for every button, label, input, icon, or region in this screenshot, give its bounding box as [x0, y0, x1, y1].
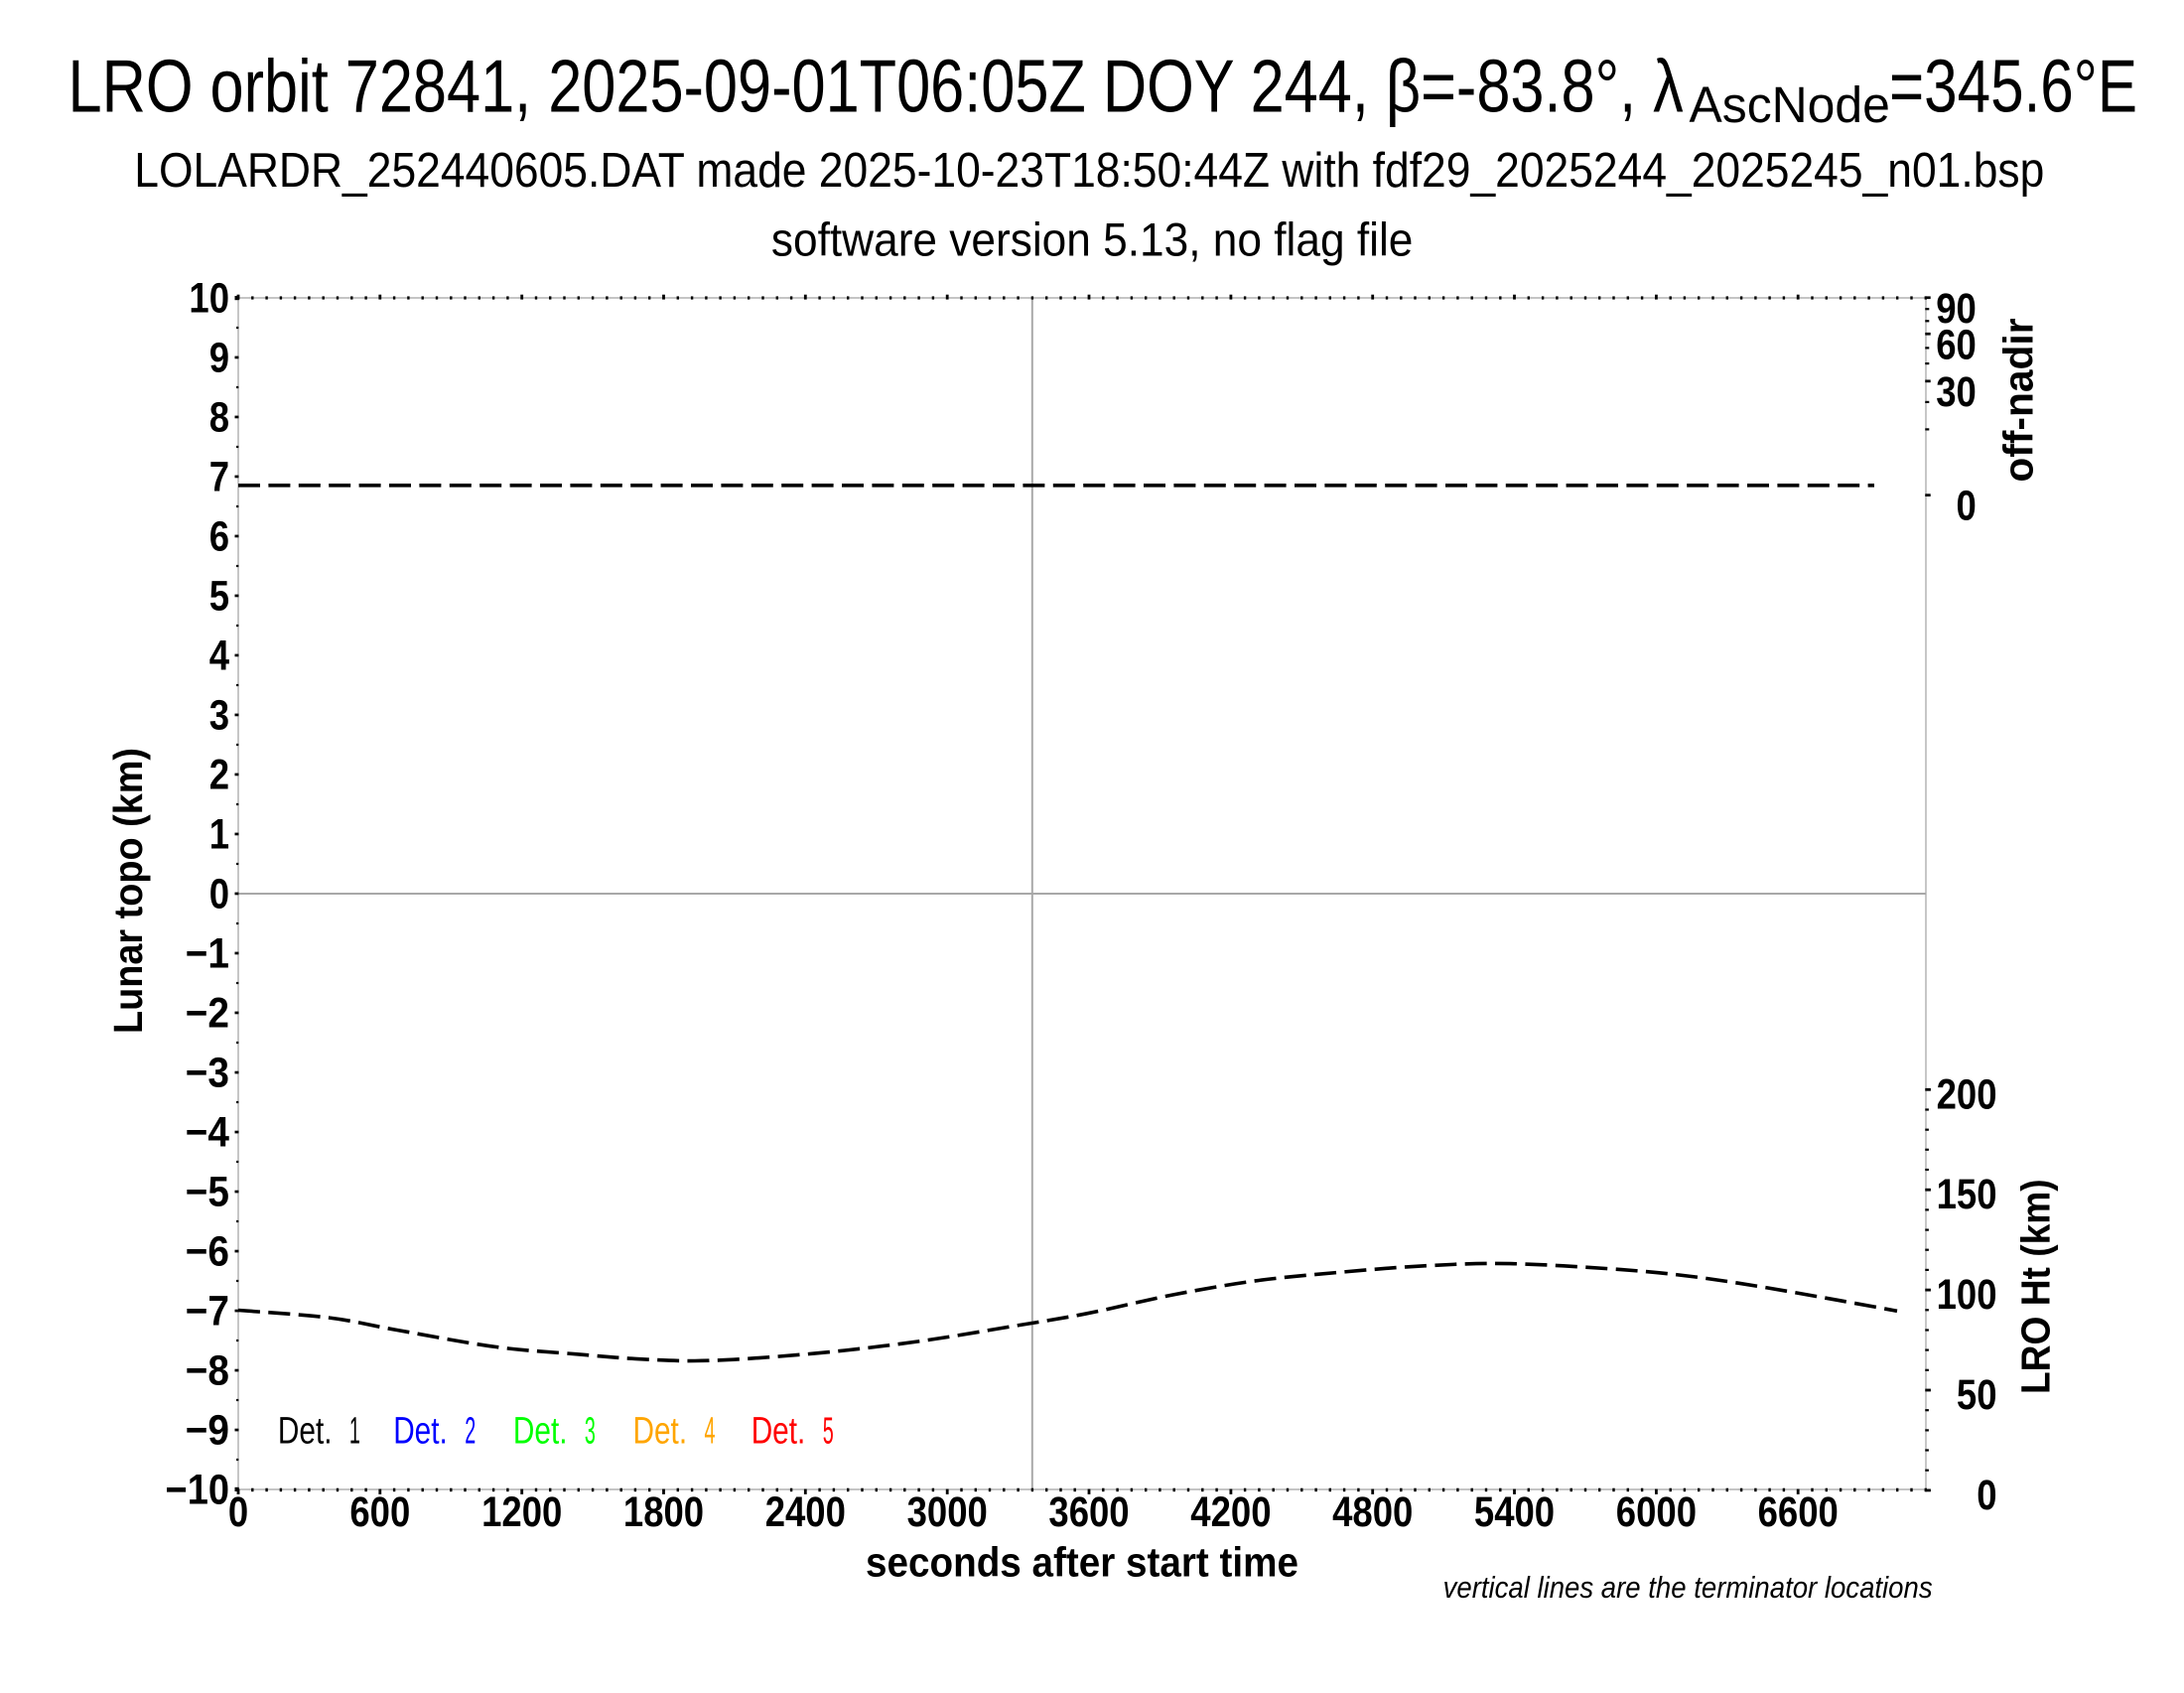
svg-text:2400: 2400 [765, 1489, 846, 1536]
svg-text:0: 0 [209, 872, 229, 918]
svg-text:4: 4 [209, 634, 230, 680]
svg-text:LRO orbit 72841, 2025-09-01T06: LRO orbit 72841, 2025-09-01T06:05Z DOY 2… [68, 44, 1684, 127]
svg-text:0: 0 [228, 1489, 248, 1536]
svg-text:−3: −3 [186, 1051, 229, 1097]
svg-text:1: 1 [349, 1410, 360, 1452]
svg-text:0: 0 [1977, 1473, 1996, 1519]
svg-text:7: 7 [209, 455, 229, 501]
svg-text:−7: −7 [186, 1289, 229, 1336]
svg-text:3: 3 [585, 1410, 596, 1452]
svg-text:−8: −8 [186, 1348, 229, 1395]
svg-text:vertical lines are the termina: vertical lines are the terminator locati… [1443, 1570, 1933, 1605]
svg-text:10: 10 [189, 276, 229, 323]
svg-text:6600: 6600 [1758, 1489, 1839, 1536]
svg-text:9: 9 [209, 336, 229, 382]
svg-text:5400: 5400 [1474, 1489, 1555, 1536]
svg-text:3: 3 [209, 693, 229, 740]
svg-text:60: 60 [1936, 322, 1977, 368]
svg-text:5: 5 [209, 574, 229, 621]
svg-text:Det.: Det. [751, 1410, 806, 1452]
svg-text:30: 30 [1936, 369, 1977, 416]
svg-text:50: 50 [1957, 1372, 1997, 1419]
svg-text:6000: 6000 [1616, 1489, 1697, 1536]
svg-text:150: 150 [1937, 1172, 1997, 1218]
svg-text:AscNode: AscNode [1690, 76, 1890, 133]
svg-text:8: 8 [209, 395, 229, 442]
svg-text:−9: −9 [186, 1408, 229, 1455]
svg-text:=345.6°E: =345.6°E [1889, 44, 2137, 127]
svg-text:−2: −2 [186, 991, 229, 1038]
svg-text:6: 6 [209, 514, 229, 561]
svg-text:Det.: Det. [513, 1410, 568, 1452]
svg-text:3000: 3000 [907, 1489, 988, 1536]
svg-text:LRO Ht (km): LRO Ht (km) [2013, 1179, 2059, 1394]
svg-text:1: 1 [209, 812, 229, 859]
svg-text:−4: −4 [186, 1110, 230, 1157]
svg-text:5: 5 [823, 1410, 834, 1452]
svg-text:Lunar topo (km): Lunar topo (km) [105, 748, 151, 1034]
svg-text:−5: −5 [186, 1170, 229, 1216]
svg-text:−1: −1 [186, 931, 229, 978]
svg-text:4: 4 [705, 1410, 716, 1452]
svg-text:90: 90 [1936, 286, 1977, 333]
svg-text:200: 200 [1937, 1071, 1997, 1118]
svg-text:600: 600 [349, 1489, 410, 1536]
svg-text:1800: 1800 [623, 1489, 704, 1536]
svg-text:Det.: Det. [278, 1410, 333, 1452]
svg-text:−6: −6 [186, 1229, 229, 1276]
svg-text:3600: 3600 [1048, 1489, 1129, 1536]
svg-text:seconds after start time: seconds after start time [866, 1538, 1298, 1585]
svg-text:2: 2 [465, 1410, 476, 1452]
svg-text:0: 0 [1957, 484, 1977, 530]
svg-text:2: 2 [209, 753, 229, 799]
svg-text:LOLARDR_252440605.DAT made 202: LOLARDR_252440605.DAT made 2025-10-23T18… [134, 144, 2044, 198]
svg-text:software version 5.13, no flag: software version 5.13, no flag file [771, 213, 1414, 266]
svg-text:Det.: Det. [633, 1410, 688, 1452]
svg-text:4200: 4200 [1190, 1489, 1271, 1536]
svg-text:Det.: Det. [393, 1410, 448, 1452]
svg-text:1200: 1200 [481, 1489, 562, 1536]
svg-text:off-nadir: off-nadir [1995, 318, 2042, 482]
svg-text:4800: 4800 [1332, 1489, 1413, 1536]
svg-text:100: 100 [1937, 1272, 1997, 1319]
svg-text:−10: −10 [166, 1468, 230, 1514]
